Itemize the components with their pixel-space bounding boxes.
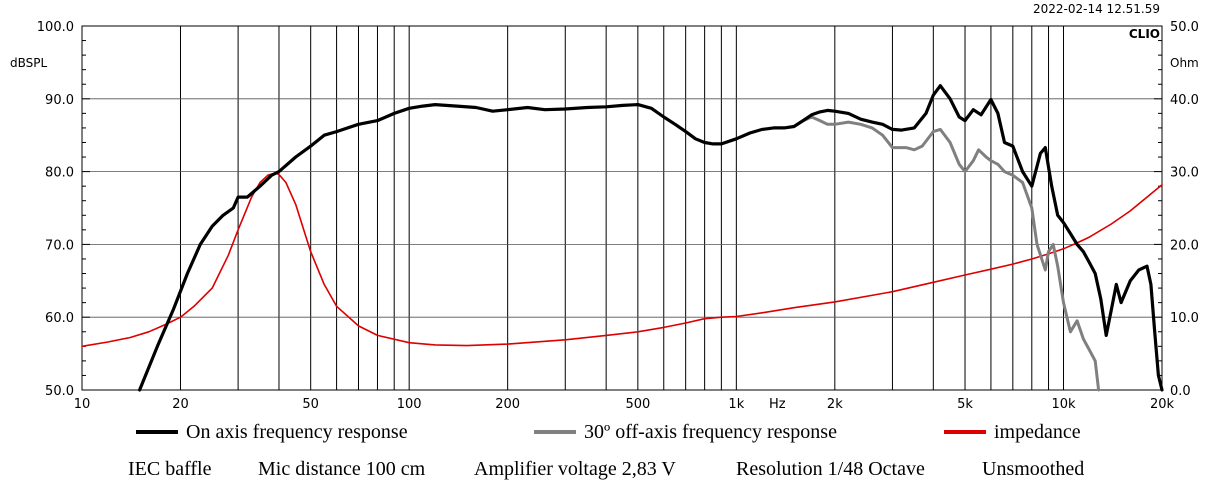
measurement-info: IEC baffle Mic distance 100 cm Amplifier… xyxy=(0,458,1224,482)
x-tick-label: 1k xyxy=(728,397,744,412)
info-resolution: Resolution 1/48 Octave xyxy=(736,458,925,480)
x-tick-label: 50 xyxy=(302,397,319,412)
legend-label-off-axis: 30º off-axis frequency response xyxy=(584,421,837,443)
timestamp: 2022-02-14 12.51.59 xyxy=(1033,2,1160,16)
legend-swatch-on-axis xyxy=(136,430,178,434)
legend: On axis frequency response 30º off-axis … xyxy=(0,421,1224,445)
y-left-tick-label: 70.0 xyxy=(45,238,74,253)
software-label: CLIO xyxy=(1129,27,1160,41)
x-tick-labels: 10 20 50 100 200 500 1k 2k 5k 10k 20k xyxy=(74,397,1175,412)
y-right-tick-label: 0.0 xyxy=(1170,384,1191,399)
legend-swatch-impedance xyxy=(944,430,986,434)
y-left-tick-label: 100.0 xyxy=(37,20,74,35)
x-tick-label: 20 xyxy=(172,397,189,412)
legend-label-on-axis: On axis frequency response xyxy=(186,421,408,443)
y-left-tick-label: 90.0 xyxy=(45,93,74,108)
info-amp-voltage: Amplifier voltage 2,83 V xyxy=(474,458,676,480)
y-left-tick-label: 50.0 xyxy=(45,384,74,399)
series-line-0 xyxy=(138,84,1164,392)
x-tick-label: 500 xyxy=(625,397,650,412)
x-tick-label: 10 xyxy=(74,397,91,412)
x-tick-label: 100 xyxy=(397,397,422,412)
y-right-label: Ohm xyxy=(1170,56,1199,70)
y-left-label: dBSPL xyxy=(10,56,47,70)
frequency-response-chart: 10 20 50 100 200 500 1k 2k 5k 10k 20k 50.0 60.0 70.0… xyxy=(10,2,1199,412)
legend-swatch-off-axis xyxy=(534,430,576,434)
x-tick-label: 200 xyxy=(495,397,520,412)
y-left-tick-label: 60.0 xyxy=(45,311,74,326)
info-smoothing: Unsmoothed xyxy=(982,458,1085,480)
legend-label-impedance: impedance xyxy=(994,421,1081,443)
y-left-tick-labels: 50.0 60.0 70.0 80.0 90.0 100.0 xyxy=(37,20,74,399)
horizontal-grid xyxy=(82,98,1162,318)
y-right-tick-label: 20.0 xyxy=(1170,238,1199,253)
y-right-tick-label: 30.0 xyxy=(1170,166,1199,181)
info-mic-distance: Mic distance 100 cm xyxy=(258,458,426,480)
x-tick-label: 2k xyxy=(827,397,843,412)
series-layer xyxy=(81,84,1164,392)
y-left-tick-label: 80.0 xyxy=(45,166,74,181)
info-baffle: IEC baffle xyxy=(128,458,212,480)
x-tick-label: 10k xyxy=(1051,397,1076,412)
y-right-tick-label: 50.0 xyxy=(1170,20,1199,35)
y-right-tick-labels: 0.0 10.0 20.0 30.0 40.0 50.0 xyxy=(1170,20,1199,399)
y-right-tick-label: 40.0 xyxy=(1170,93,1199,108)
x-tick-label: 20k xyxy=(1150,397,1175,412)
series-line-1 xyxy=(801,115,1101,392)
x-unit-label: Hz xyxy=(769,397,786,412)
plot-frame xyxy=(81,25,1163,391)
x-tick-label: 5k xyxy=(957,397,973,412)
y-right-tick-label: 10.0 xyxy=(1170,311,1199,326)
series-line-2 xyxy=(81,172,1163,348)
